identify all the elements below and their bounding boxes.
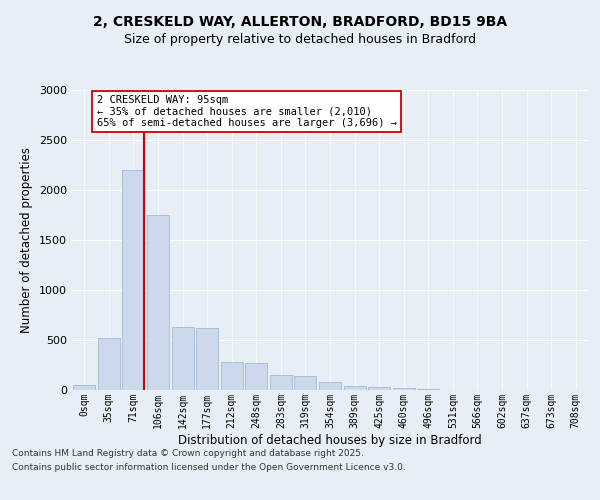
Bar: [98, 338, 120, 390]
X-axis label: Distribution of detached houses by size in Bradford: Distribution of detached houses by size …: [178, 434, 482, 446]
Y-axis label: Number of detached properties: Number of detached properties: [20, 147, 34, 333]
Bar: [196, 328, 218, 390]
Bar: [73, 385, 95, 390]
Bar: [245, 362, 268, 390]
Bar: [368, 386, 390, 390]
Bar: [295, 376, 316, 390]
Bar: [392, 388, 415, 390]
Bar: [172, 327, 194, 390]
Bar: [122, 170, 145, 390]
Text: 2 CRESKELD WAY: 95sqm
← 35% of detached houses are smaller (2,010)
65% of semi-d: 2 CRESKELD WAY: 95sqm ← 35% of detached …: [97, 95, 397, 128]
Text: Size of property relative to detached houses in Bradford: Size of property relative to detached ho…: [124, 32, 476, 46]
Bar: [147, 215, 169, 390]
Text: Contains HM Land Registry data © Crown copyright and database right 2025.: Contains HM Land Registry data © Crown c…: [12, 448, 364, 458]
Bar: [221, 362, 243, 390]
Bar: [417, 389, 439, 390]
Bar: [344, 386, 365, 390]
Bar: [270, 375, 292, 390]
Bar: [319, 382, 341, 390]
Text: Contains public sector information licensed under the Open Government Licence v3: Contains public sector information licen…: [12, 464, 406, 472]
Text: 2, CRESKELD WAY, ALLERTON, BRADFORD, BD15 9BA: 2, CRESKELD WAY, ALLERTON, BRADFORD, BD1…: [93, 15, 507, 29]
